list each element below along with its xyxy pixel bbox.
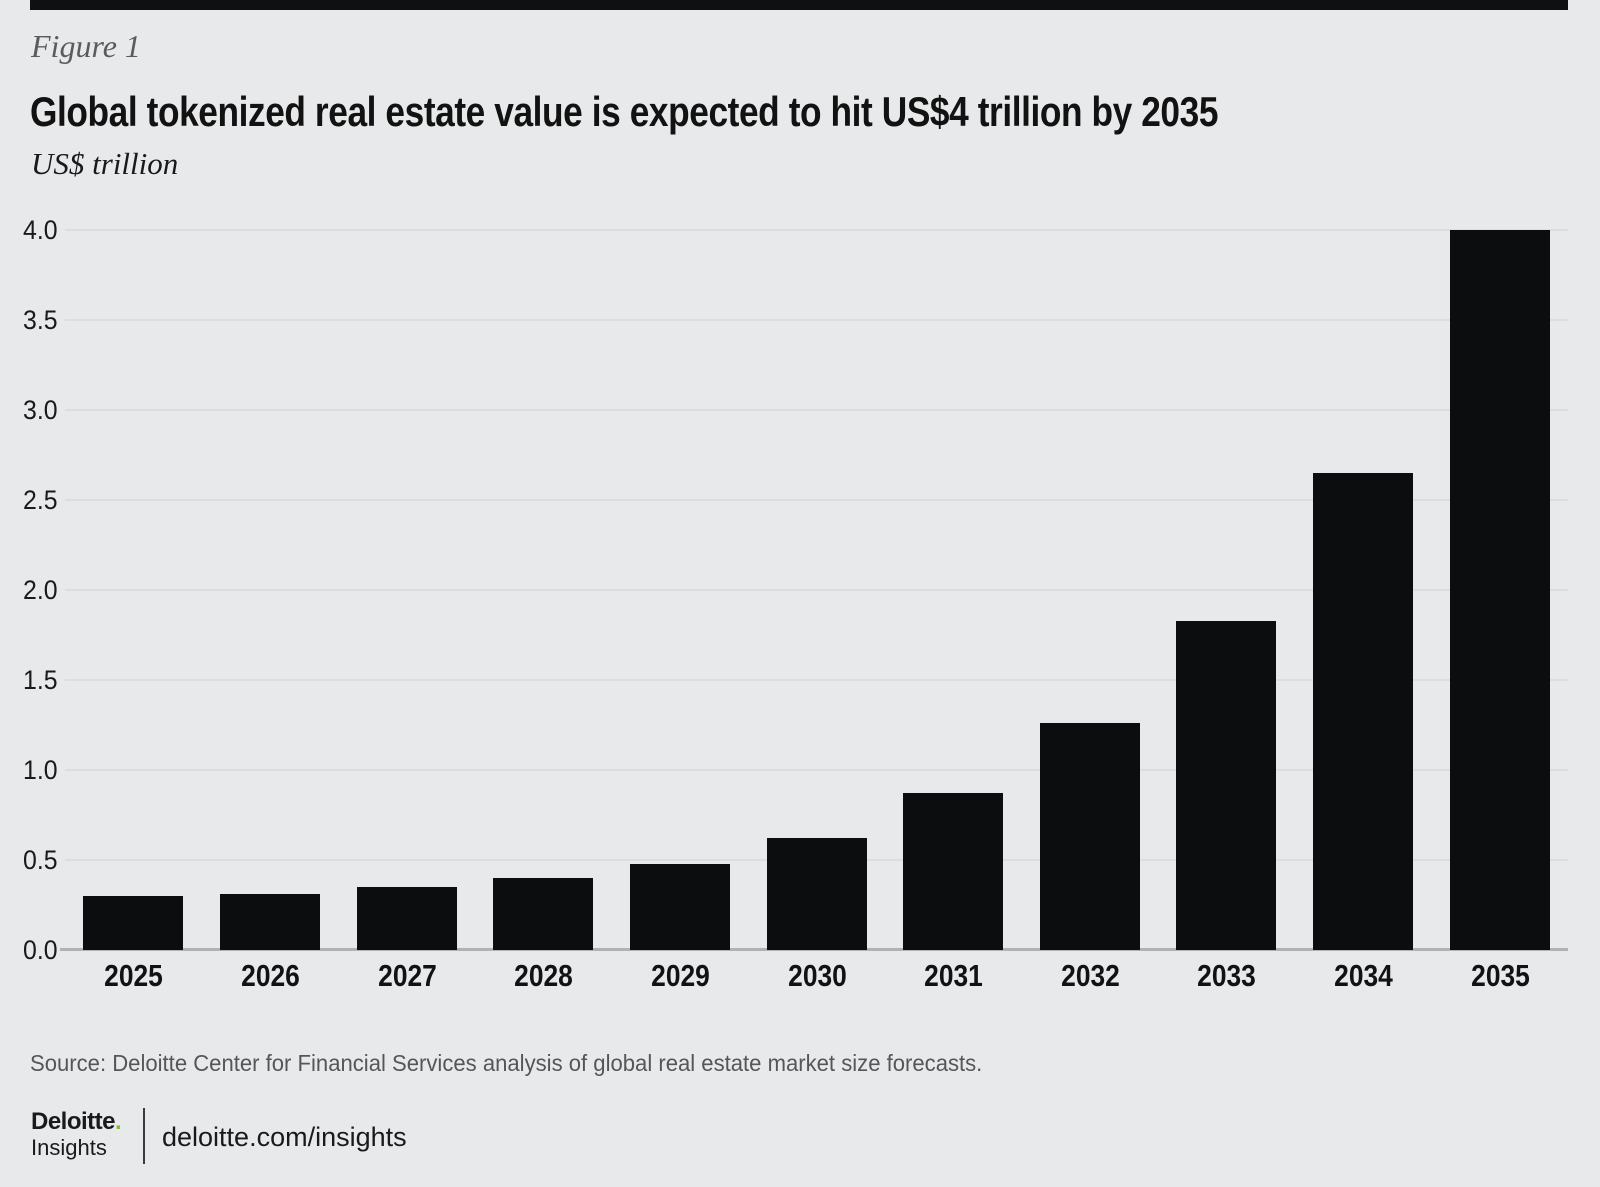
logo-divider [143,1108,145,1164]
y-tick-label-0.0: 0.0 [0,935,58,965]
y-tick-label-text: 0.0 [23,935,58,965]
gridline-2.5 [65,499,1568,501]
bar-2030 [767,838,867,950]
chart-title: Global tokenized real estate value is ex… [30,88,1444,136]
y-tick-label-text: 1.0 [23,755,58,785]
deloitte-wordmark: Deloitte. [31,1108,122,1135]
bar-2034 [1313,473,1413,950]
x-tick-label-2033: 2033 [1156,958,1296,994]
x-tick-label-text: 2028 [513,958,573,993]
y-tick-label-2.5: 2.5 [0,485,58,515]
bar-2027 [357,887,457,950]
y-tick-label-text: 1.5 [23,665,58,695]
x-tick-label-text: 2026 [240,958,300,993]
x-tick-label-2027: 2027 [337,958,477,994]
deloitte-insights-logo: Deloitte. Insights [31,1108,122,1166]
source-note-text: Source: Deloitte Center for Financial Se… [30,1050,983,1076]
bar-2029 [630,864,730,950]
x-tick-label-text: 2033 [1196,958,1256,993]
x-tick-label-2032: 2032 [1020,958,1160,994]
bar-2026 [220,894,320,950]
figure-top-rule [30,0,1568,10]
bar-2033 [1176,621,1276,950]
chart-title-text: Global tokenized real estate value is ex… [30,88,1219,135]
x-tick-label-2026: 2026 [200,958,340,994]
y-tick-label-text: 3.5 [23,305,58,335]
gridline-1.5 [65,679,1568,681]
x-tick-label-text: 2030 [787,958,847,993]
y-tick-label-1.5: 1.5 [0,665,58,695]
y-tick-label-3.5: 3.5 [0,305,58,335]
x-tick-label-text: 2032 [1060,958,1120,993]
gridline-4.0 [65,229,1568,231]
y-tick-label-1.0: 1.0 [0,755,58,785]
deloitte-green-dot-icon: . [115,1108,122,1135]
y-tick-label-3.0: 3.0 [0,395,58,425]
bar-2031 [903,793,1003,950]
y-tick-label-4.0: 4.0 [0,215,58,245]
bar-2028 [493,878,593,950]
gridline-3.5 [65,319,1568,321]
y-tick-label-text: 3.0 [23,395,58,425]
deloitte-insights-url: deloitte.com/insights [162,1122,407,1152]
insights-wordmark: Insights [31,1135,107,1160]
x-tick-label-2030: 2030 [747,958,887,994]
deloitte-wordmark-text: Deloitte [31,1108,116,1135]
x-tick-label-text: 2035 [1470,958,1530,993]
x-tick-label-2028: 2028 [473,958,613,994]
x-tick-label-2031: 2031 [883,958,1023,994]
x-tick-label-text: 2034 [1333,958,1393,993]
y-tick-label-text: 0.5 [23,845,58,875]
y-tick-label-2.0: 2.0 [0,575,58,605]
y-tick-label-0.5: 0.5 [0,845,58,875]
x-tick-label-text: 2027 [377,958,437,993]
bar-2035 [1450,230,1550,950]
figure-label: Figure 1 [31,28,141,64]
x-tick-label-text: 2029 [650,958,710,993]
x-tick-label-text: 2031 [923,958,983,993]
x-tick-label-2029: 2029 [610,958,750,994]
y-axis-unit-label: US$ trillion [31,146,179,181]
y-tick-label-text: 2.5 [23,485,58,515]
bar-2025 [83,896,183,950]
y-tick-label-text: 4.0 [23,215,58,245]
source-note: Source: Deloitte Center for Financial Se… [30,1050,1022,1077]
gridline-3.0 [65,409,1568,411]
y-tick-label-text: 2.0 [23,575,58,605]
x-tick-label-2035: 2035 [1430,958,1570,994]
gridline-2.0 [65,589,1568,591]
x-tick-label-2025: 2025 [63,958,203,994]
x-tick-label-text: 2025 [103,958,163,993]
x-tick-label-2034: 2034 [1293,958,1433,994]
bar-2032 [1040,723,1140,950]
gridline-1.0 [65,769,1568,771]
